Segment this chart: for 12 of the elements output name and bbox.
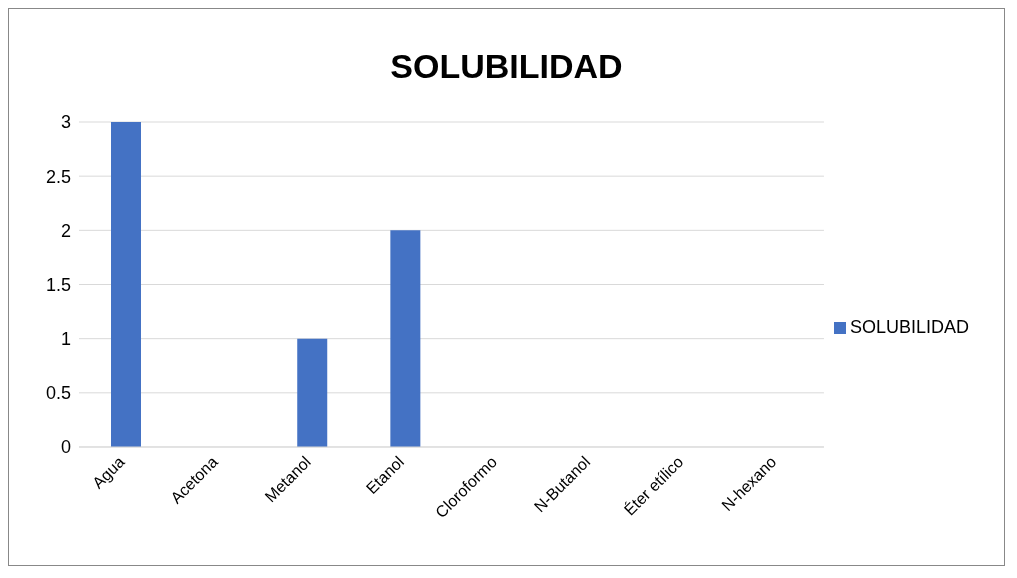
- y-tick-label: 3: [60, 112, 71, 133]
- bar: [111, 122, 141, 447]
- y-tick-label: 1: [60, 329, 71, 350]
- y-tick-label: 2.5: [45, 166, 71, 187]
- y-tick-label: 1.5: [45, 274, 71, 295]
- y-tick-label: 0: [60, 437, 71, 458]
- y-tick-label: 2: [60, 220, 71, 241]
- y-tick-label: 0.5: [45, 383, 71, 404]
- bar: [390, 230, 421, 447]
- bar: [297, 338, 328, 447]
- chart-title: SOLUBILIDAD: [389, 47, 624, 87]
- legend-label: SOLUBILIDAD: [849, 316, 969, 337]
